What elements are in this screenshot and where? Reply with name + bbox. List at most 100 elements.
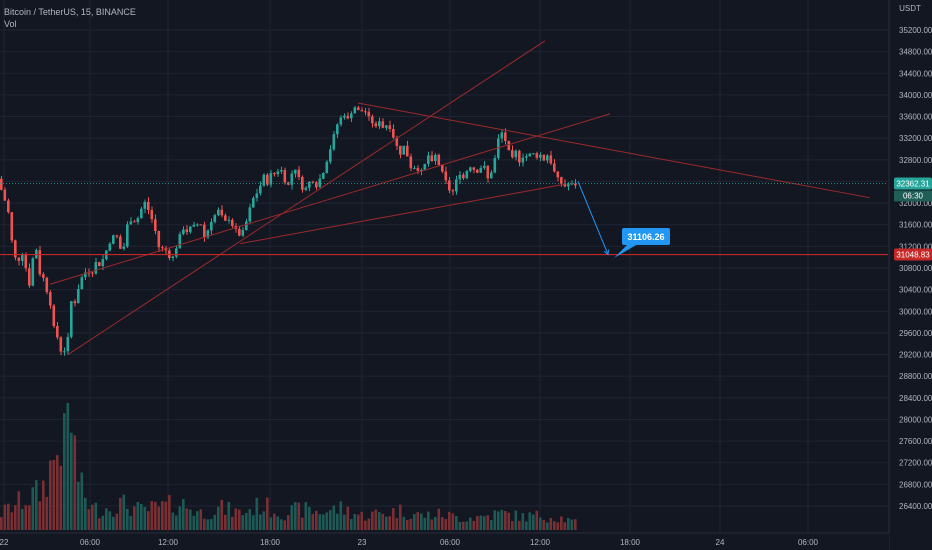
candle-body bbox=[294, 169, 297, 174]
volume-bar bbox=[476, 515, 479, 530]
candle-body bbox=[318, 178, 322, 188]
volume-bar bbox=[322, 514, 325, 530]
candle-body bbox=[507, 140, 511, 151]
volume-bar bbox=[24, 505, 28, 530]
volume-bar bbox=[542, 519, 546, 530]
volume-bar bbox=[234, 508, 238, 530]
volume-bar bbox=[570, 519, 574, 530]
candle-body bbox=[423, 163, 427, 170]
volume-bar bbox=[514, 510, 518, 530]
candle-body bbox=[122, 246, 126, 249]
chart-header: Bitcoin / TetherUS, 15, BINANCE Vol bbox=[4, 6, 136, 30]
volume-bar bbox=[182, 499, 185, 530]
trendline[interactable] bbox=[357, 102, 871, 199]
volume-bar bbox=[84, 497, 87, 530]
volume-bar bbox=[399, 504, 402, 530]
volume-bar bbox=[108, 511, 112, 530]
candle-body bbox=[483, 165, 486, 168]
volume-bar bbox=[521, 513, 525, 530]
volume-bar bbox=[294, 502, 297, 530]
projection-arrow[interactable] bbox=[577, 181, 609, 255]
volume-bar bbox=[318, 514, 322, 530]
target-callout[interactable]: 31106.26 bbox=[614, 228, 670, 258]
candle-body bbox=[73, 301, 77, 304]
candle-body bbox=[521, 157, 525, 163]
candle-body bbox=[465, 171, 469, 179]
symbol-title[interactable]: Bitcoin / TetherUS, 15, BINANCE bbox=[4, 7, 136, 17]
volume-bar bbox=[94, 502, 98, 530]
volume-bar bbox=[451, 513, 455, 530]
volume-bar bbox=[301, 517, 304, 530]
volume-bar bbox=[304, 502, 308, 530]
volume-bar bbox=[448, 511, 451, 530]
trendline[interactable] bbox=[67, 40, 546, 355]
candle-body bbox=[416, 168, 420, 171]
price-tick-label: 34000.00 bbox=[899, 91, 932, 100]
time-axis[interactable]: 22 06:00 12:00 18:00 23 06:00 12:00 18:00 24 06:0… bbox=[0, 532, 889, 550]
volume-bar bbox=[560, 516, 563, 530]
candle-body bbox=[245, 221, 248, 230]
candle-body bbox=[185, 229, 189, 233]
candle-body bbox=[297, 169, 301, 177]
candle-body bbox=[140, 208, 143, 219]
volume-bar bbox=[154, 501, 157, 530]
volume-bar bbox=[409, 518, 413, 530]
candle-body bbox=[413, 168, 416, 170]
volume-bar bbox=[0, 517, 3, 530]
volume-bar bbox=[504, 510, 507, 530]
candle-body bbox=[357, 107, 360, 111]
candle-body bbox=[63, 351, 66, 353]
volume-bar bbox=[385, 516, 388, 530]
candle-body bbox=[563, 183, 567, 187]
price-axis[interactable]: USDT 35200.00 34800.00 34400.00 34000.00 3360… bbox=[888, 0, 932, 550]
volume-bar bbox=[346, 506, 350, 530]
volume-bar bbox=[374, 509, 378, 530]
time-tick-label: 18:00 bbox=[620, 538, 641, 547]
volume-bar bbox=[77, 481, 80, 530]
volume-bar bbox=[273, 513, 276, 530]
volume-bar bbox=[175, 515, 178, 530]
price-tick-label: 34800.00 bbox=[899, 48, 932, 57]
grid bbox=[0, 0, 888, 533]
candle-body bbox=[308, 181, 311, 188]
candle-body bbox=[266, 174, 269, 185]
trendline[interactable] bbox=[239, 183, 566, 245]
trendline[interactable] bbox=[49, 113, 611, 285]
volume-indicator-label[interactable]: Vol bbox=[4, 19, 17, 29]
candle-body bbox=[409, 156, 413, 169]
candle-body bbox=[70, 301, 73, 337]
candle-body bbox=[45, 277, 49, 293]
candle-body bbox=[451, 190, 455, 192]
candle-body bbox=[388, 125, 392, 129]
candle-body bbox=[178, 234, 182, 249]
candle-body bbox=[385, 125, 388, 128]
candle-body bbox=[430, 155, 434, 162]
price-tick-label: 28400.00 bbox=[899, 394, 932, 403]
candle-body bbox=[14, 240, 17, 258]
volume-bar bbox=[525, 521, 528, 530]
time-tick-label: 12:00 bbox=[530, 538, 551, 547]
price-tick-label: 27200.00 bbox=[899, 459, 932, 468]
candle-body bbox=[94, 262, 98, 274]
callout-box bbox=[622, 228, 670, 245]
candle-body bbox=[472, 167, 476, 170]
volume-bar bbox=[189, 509, 192, 530]
candle-body bbox=[570, 183, 574, 185]
volume-bar bbox=[255, 497, 259, 530]
candle-body bbox=[199, 224, 203, 226]
volume-bar bbox=[66, 402, 70, 530]
volume-bar bbox=[80, 472, 84, 530]
candle-body bbox=[532, 153, 535, 155]
price-tick-label: 28000.00 bbox=[899, 415, 932, 424]
candle-body bbox=[213, 215, 217, 222]
candle-body bbox=[329, 149, 332, 162]
volume-bar bbox=[381, 513, 385, 530]
candle-body bbox=[217, 209, 220, 216]
price-axis-bg bbox=[889, 0, 932, 550]
candle-body bbox=[210, 221, 213, 231]
candle-body bbox=[455, 179, 458, 192]
candle-body bbox=[175, 248, 178, 257]
volume-bar bbox=[10, 512, 14, 530]
